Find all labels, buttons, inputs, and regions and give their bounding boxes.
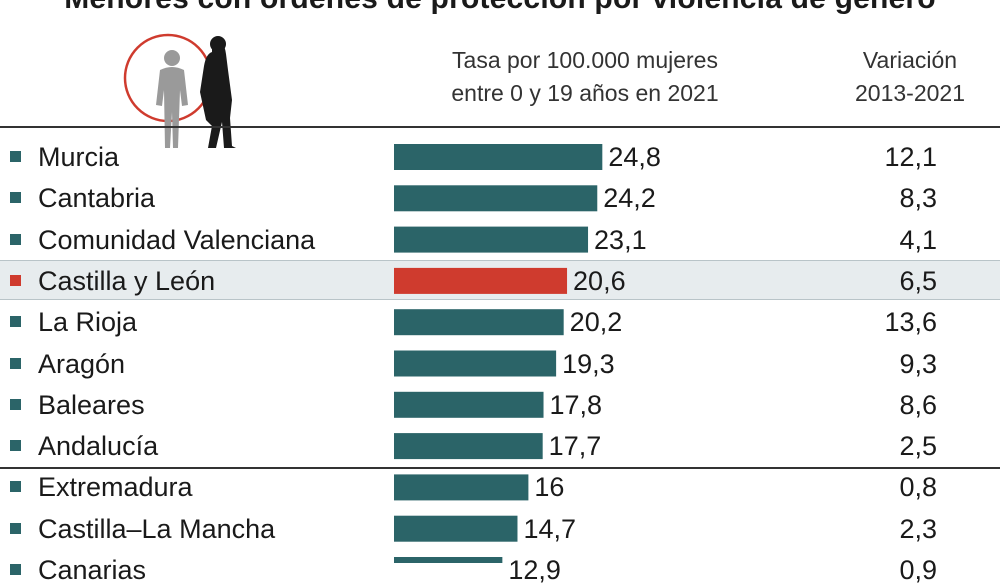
chart-title: Menores con órdenes de protección por vi… [0, 0, 1000, 16]
people-illustration [120, 30, 250, 155]
legend-marker [10, 398, 21, 410]
variation-value: 2,3 [899, 513, 937, 544]
legend-marker [10, 522, 21, 534]
variation-value: 6,5 [899, 265, 937, 296]
bar [394, 474, 529, 501]
value-label: 20,6 [573, 265, 626, 296]
legend-marker [10, 233, 21, 245]
bar [394, 557, 503, 563]
variation-value: 8,6 [899, 389, 937, 420]
value-label: 17,8 [549, 389, 603, 420]
legend-marker [10, 274, 21, 286]
bar [394, 267, 568, 294]
variation-value: 4,1 [899, 224, 937, 255]
variation-value: 9,3 [899, 348, 937, 379]
variation-value: 2,5 [899, 431, 937, 462]
header-divider [0, 126, 1000, 128]
value-label: 20,2 [569, 307, 623, 338]
value-label: 23,1 [594, 224, 647, 255]
value-label: 24,2 [603, 183, 656, 214]
category-label: Comunidad Valenciana [38, 224, 316, 255]
category-label: Castilla–La Mancha [38, 513, 276, 544]
category-label: Andalucía [38, 431, 159, 462]
bar [394, 226, 589, 253]
value-label: 16 [534, 472, 565, 503]
bar [394, 515, 518, 542]
rate-header-line1: Tasa por 100.000 mujeres [452, 47, 718, 73]
bar [394, 433, 543, 460]
value-label: 14,7 [523, 513, 577, 544]
bar [394, 350, 557, 377]
variation-column-header: Variación 2013-2021 [840, 44, 980, 110]
value-label: 19,3 [562, 348, 615, 379]
variation-value: 13,6 [884, 307, 937, 338]
bar [394, 391, 544, 418]
rate-column-header: Tasa por 100.000 mujeres entre 0 y 19 añ… [430, 44, 740, 110]
variation-header-line1: Variación [862, 47, 958, 73]
value-label: 24,8 [608, 142, 661, 172]
legend-marker [10, 564, 21, 575]
bar [394, 185, 598, 212]
legend-marker [10, 151, 21, 162]
category-label: Castilla y León [38, 265, 216, 296]
group-divider [0, 467, 1000, 469]
bar-chart [394, 144, 603, 563]
variation-value: 0,8 [899, 472, 937, 503]
legend-marker [10, 357, 21, 369]
variation-value: 12,1 [884, 142, 937, 172]
variation-value: 8,3 [899, 183, 937, 214]
category-label: Extremadura [38, 472, 193, 503]
value-label: 17,7 [548, 431, 602, 462]
rate-header-line2: entre 0 y 19 años en 2021 [451, 80, 719, 106]
category-label: Baleares [38, 389, 145, 420]
bar [394, 144, 603, 170]
bar [394, 309, 564, 336]
variation-header-line2: 2013-2021 [855, 80, 965, 106]
legend-marker [10, 481, 21, 493]
category-label: Aragón [38, 348, 126, 379]
category-label: Murcia [38, 142, 120, 172]
category-label: Cantabria [38, 183, 156, 214]
category-label: La Rioja [38, 307, 138, 338]
legend-marker [10, 440, 21, 452]
legend-marker [10, 192, 21, 204]
legend-marker [10, 316, 21, 328]
